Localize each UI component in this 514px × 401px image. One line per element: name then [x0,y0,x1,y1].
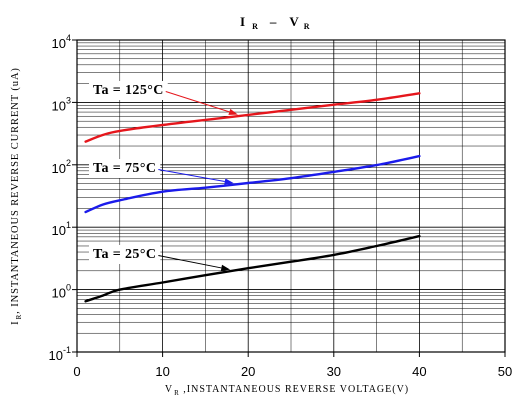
y-tick-label: 103 [52,95,71,113]
annotation-arrow-line [165,91,230,113]
x-axis-label-text: ,INSTANTANEOUS REVERSE VOLTAGE(V) [180,384,409,395]
y-tick-label-exponent: 4 [66,33,71,43]
annotation-arrowhead [228,108,238,115]
annotation-box [89,159,161,178]
y-tick-label-base: 10 [52,161,66,176]
annotation-arrow-line [158,255,222,269]
annotation-box [89,81,168,100]
annotation-arrow-line [158,169,225,183]
y-tick-label-exponent: 3 [66,95,71,105]
annotation-ta-75c: Ta = 75°C [89,159,234,185]
series-line-ta-25-c [84,234,421,303]
chart-title: I R – V R [240,14,310,31]
y-tick-label-base: 10 [52,98,66,113]
title-separator: – [269,14,277,29]
series-line-ta-75-c [84,154,421,214]
annotation-label-ta-75c: Ta = 75°C [93,161,156,176]
y-axis-label: IR, INSTANTANEOUS REVERSE CURRENT (uA) [10,67,23,325]
annotations: Ta = 125°C Ta = 75°C Ta = 25°C [89,81,238,272]
y-tick-label: 104 [52,33,71,51]
annotation-box [89,245,161,264]
x-tick-label: 20 [241,364,255,379]
x-tick-label: 30 [327,364,341,379]
series-layer [84,92,421,303]
y-tick-label: 100 [52,283,71,301]
title-current-subscript: R [252,22,258,31]
y-tick-label: 10-1 [49,345,71,363]
x-tick-label: 0 [73,364,80,379]
y-tick-label-base: 10 [52,36,66,51]
y-tick-label-base: 10 [49,348,63,363]
title-current-symbol: I [240,14,245,29]
annotation-label-ta-25c: Ta = 25°C [93,247,156,262]
y-tick-label: 101 [52,220,71,238]
x-axis-label-subscript: R [174,389,180,397]
y-tick-label: 102 [52,158,71,176]
annotation-label-ta-125c: Ta = 125°C [93,83,164,98]
annotation-arrowhead [224,178,234,185]
y-axis-label-symbol: I [10,320,21,324]
y-tick-label-exponent: 1 [66,220,71,230]
y-tick-label-base: 10 [52,223,66,238]
y-tick-label-exponent: -1 [63,345,71,355]
y-tick-label-base: 10 [52,286,66,301]
annotation-ta-125c: Ta = 125°C [89,81,238,115]
plot-frame [76,39,506,353]
series-line-ta-125-c [84,92,421,143]
y-tick-label-exponent: 0 [66,283,71,293]
title-voltage-symbol: V [289,14,299,29]
y-tick-label-exponent: 2 [66,158,71,168]
x-axis-label-symbol: V [165,384,173,395]
x-tick-label: 10 [155,364,169,379]
annotation-ta-25c: Ta = 25°C [89,245,231,272]
y-axis-label-text: , INSTANTANEOUS REVERSE CURRENT (uA) [10,67,21,314]
x-tick-label: 40 [412,364,426,379]
title-voltage-subscript: R [304,22,310,31]
y-axis-label-subscript: R [15,314,23,320]
annotation-arrowhead [220,264,231,272]
x-axis-label: VR ,INSTANTANEOUS REVERSE VOLTAGE(V) [165,384,409,397]
x-tick-label: 50 [498,364,512,379]
